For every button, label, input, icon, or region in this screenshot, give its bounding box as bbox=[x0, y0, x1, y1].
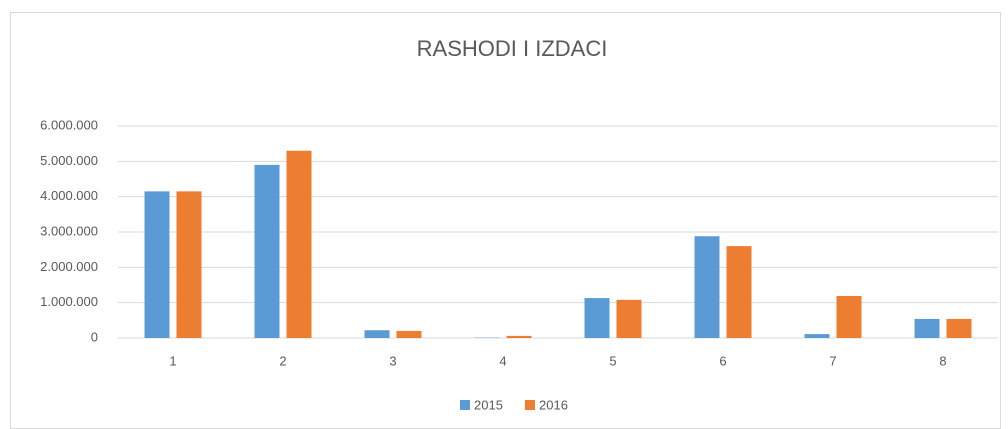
y-tick-label: 1.000.000 bbox=[40, 294, 98, 309]
x-tick-label: 8 bbox=[939, 353, 946, 368]
bar bbox=[144, 191, 170, 338]
bar bbox=[254, 164, 280, 338]
y-tick-label: 3.000.000 bbox=[40, 223, 98, 238]
x-tick-label: 3 bbox=[389, 353, 396, 368]
x-tick-label: 5 bbox=[609, 353, 616, 368]
y-tick-label: 0 bbox=[91, 329, 98, 344]
bar bbox=[286, 150, 312, 338]
y-tick-label: 5.000.000 bbox=[40, 153, 98, 168]
bar bbox=[914, 318, 940, 338]
bar bbox=[616, 299, 642, 338]
legend-label: 2015 bbox=[474, 397, 503, 412]
bar bbox=[946, 318, 972, 338]
bar bbox=[396, 330, 422, 338]
chart-title: RASHODI I IZDACI bbox=[417, 36, 608, 61]
bar bbox=[726, 246, 752, 338]
legend-label: 2016 bbox=[539, 397, 568, 412]
bar bbox=[584, 298, 610, 338]
bar bbox=[176, 191, 202, 338]
x-tick-label: 6 bbox=[719, 353, 726, 368]
x-tick-label: 4 bbox=[499, 353, 506, 368]
x-tick-label: 1 bbox=[169, 353, 176, 368]
bar bbox=[506, 335, 532, 338]
y-tick-label: 6.000.000 bbox=[40, 117, 98, 132]
bar bbox=[364, 330, 390, 338]
bar bbox=[804, 334, 830, 338]
x-tick-label: 7 bbox=[829, 353, 836, 368]
y-tick-label: 2.000.000 bbox=[40, 259, 98, 274]
legend-swatch bbox=[525, 400, 535, 410]
legend-swatch bbox=[460, 400, 470, 410]
bar bbox=[694, 236, 720, 338]
bar bbox=[836, 295, 862, 338]
y-tick-label: 4.000.000 bbox=[40, 188, 98, 203]
x-tick-label: 2 bbox=[279, 353, 286, 368]
